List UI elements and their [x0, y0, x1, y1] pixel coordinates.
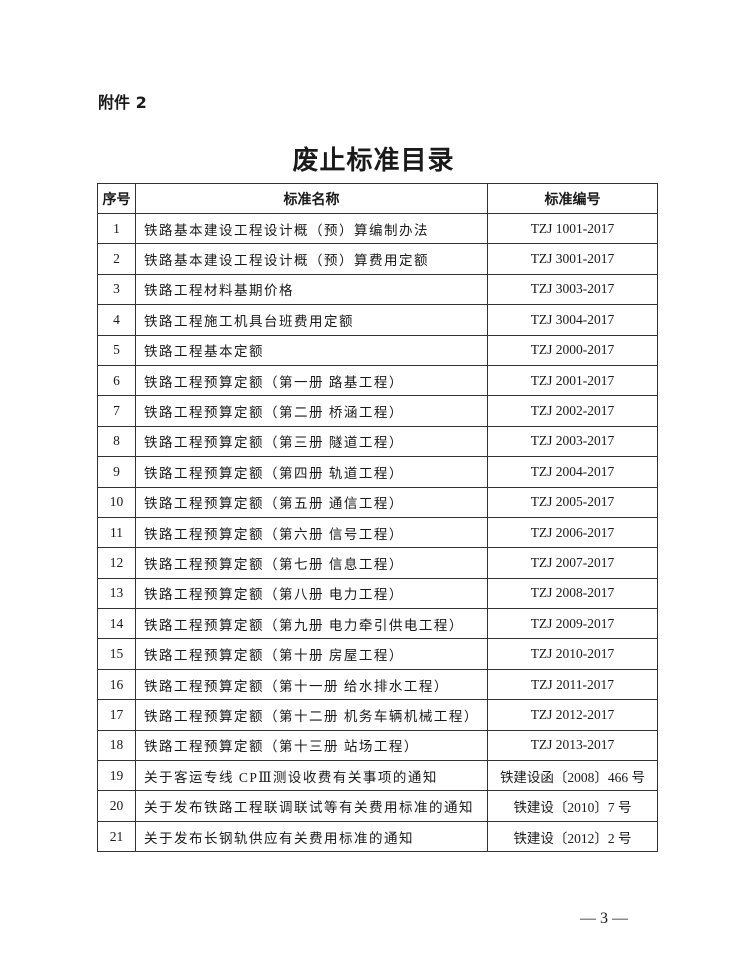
page-number: — 3 —: [580, 910, 628, 927]
row-index: 21: [97, 820, 136, 853]
row-index: 14: [97, 608, 136, 640]
standard-code: TZJ 3001-2017: [487, 243, 658, 275]
standard-name: 铁路工程预算定额（第十一册 给水排水工程）: [135, 668, 488, 701]
table-row: 6 铁路工程预算定额（第一册 路基工程） TZJ 2001-2017: [97, 364, 658, 397]
table-row: 10 铁路工程预算定额（第五册 通信工程） TZJ 2005-2017: [97, 486, 658, 518]
standard-name: 铁路工程基本定额: [135, 334, 488, 366]
standard-name: 铁路工程预算定额（第七册 信息工程）: [135, 547, 488, 579]
table-row: 20 关于发布铁路工程联调联试等有关费用标准的通知 铁建设〔2010〕7 号: [97, 790, 658, 822]
standard-name: 关于发布长钢轨供应有关费用标准的通知: [135, 820, 488, 853]
standard-code: TZJ 2004-2017: [487, 456, 658, 488]
standard-name: 铁路工程预算定额（第六册 信号工程）: [135, 516, 488, 549]
row-index: 8: [97, 425, 136, 458]
standard-code: TZJ 2005-2017: [487, 486, 658, 518]
standard-code: TZJ 2007-2017: [487, 547, 658, 579]
standard-code: TZJ 3003-2017: [487, 273, 658, 306]
row-index: 19: [97, 760, 136, 792]
table-row: 7 铁路工程预算定额（第二册 桥涵工程） TZJ 2002-2017: [97, 395, 658, 427]
document-title: 废止标准目录: [292, 146, 455, 175]
table-row: 14 铁路工程预算定额（第九册 电力牵引供电工程） TZJ 2009-2017: [97, 608, 658, 640]
standard-name: 铁路工程预算定额（第十册 房屋工程）: [135, 638, 488, 670]
row-index: 4: [97, 304, 136, 336]
standard-name: 铁路工程施工机具台班费用定额: [135, 304, 488, 336]
row-index: 9: [97, 456, 136, 488]
row-index: 3: [97, 273, 136, 306]
row-index: 7: [97, 395, 136, 427]
abolished-standards-table: 序号 标准名称 标准编号 1 铁路基本建设工程设计概（预）算编制办法 TZJ 100…: [97, 183, 658, 853]
row-index: 15: [97, 638, 136, 670]
row-index: 16: [97, 668, 136, 701]
standard-code: TZJ 2000-2017: [487, 334, 658, 366]
standard-name: 铁路基本建设工程设计概（预）算编制办法: [135, 212, 488, 245]
table-row: 3 铁路工程材料基期价格 TZJ 3003-2017: [97, 273, 658, 306]
standard-code: TZJ 2002-2017: [487, 395, 658, 427]
header-index: 序号: [97, 183, 136, 214]
standard-code: TZJ 2001-2017: [487, 364, 658, 397]
table-row: 21 关于发布长钢轨供应有关费用标准的通知 铁建设〔2012〕2 号: [97, 820, 658, 853]
table-row: 9 铁路工程预算定额（第四册 轨道工程） TZJ 2004-2017: [97, 456, 658, 488]
standard-name: 铁路基本建设工程设计概（预）算费用定额: [135, 243, 488, 275]
table-row: 15 铁路工程预算定额（第十册 房屋工程） TZJ 2010-2017: [97, 638, 658, 670]
standard-name: 铁路工程材料基期价格: [135, 273, 488, 306]
header-code: 标准编号: [487, 183, 658, 214]
row-index: 18: [97, 729, 136, 762]
standard-code: TZJ 2009-2017: [487, 608, 658, 640]
table-row: 11 铁路工程预算定额（第六册 信号工程） TZJ 2006-2017: [97, 516, 658, 549]
row-index: 1: [97, 212, 136, 245]
row-index: 13: [97, 577, 136, 610]
standard-name: 铁路工程预算定额（第五册 通信工程）: [135, 486, 488, 518]
standard-code: TZJ 1001-2017: [487, 212, 658, 245]
standard-code: TZJ 2010-2017: [487, 638, 658, 670]
standard-code: TZJ 2006-2017: [487, 516, 658, 549]
table-row: 17 铁路工程预算定额（第十二册 机务车辆机械工程） TZJ 2012-2017: [97, 699, 658, 731]
row-index: 2: [97, 243, 136, 275]
table-header-row: 序号 标准名称 标准编号: [97, 183, 658, 214]
header-name: 标准名称: [135, 183, 488, 214]
standard-name: 关于发布铁路工程联调联试等有关费用标准的通知: [135, 790, 488, 822]
table-row: 13 铁路工程预算定额（第八册 电力工程） TZJ 2008-2017: [97, 577, 658, 610]
row-index: 11: [97, 516, 136, 549]
standard-code: TZJ 3004-2017: [487, 304, 658, 336]
row-index: 20: [97, 790, 136, 822]
standard-name: 铁路工程预算定额（第八册 电力工程）: [135, 577, 488, 610]
standard-code: 铁建设〔2010〕7 号: [487, 790, 658, 822]
table-row: 8 铁路工程预算定额（第三册 隧道工程） TZJ 2003-2017: [97, 425, 658, 458]
table-row: 1 铁路基本建设工程设计概（预）算编制办法 TZJ 1001-2017: [97, 212, 658, 245]
row-index: 5: [97, 334, 136, 366]
table-row: 18 铁路工程预算定额（第十三册 站场工程） TZJ 2013-2017: [97, 729, 658, 762]
table-row: 5 铁路工程基本定额 TZJ 2000-2017: [97, 334, 658, 366]
table-row: 12 铁路工程预算定额（第七册 信息工程） TZJ 2007-2017: [97, 547, 658, 579]
standard-name: 铁路工程预算定额（第九册 电力牵引供电工程）: [135, 608, 488, 640]
standard-code: 铁建设函〔2008〕466 号: [487, 760, 658, 792]
standard-code: TZJ 2012-2017: [487, 699, 658, 731]
standard-code: TZJ 2011-2017: [487, 668, 658, 701]
standard-name: 铁路工程预算定额（第三册 隧道工程）: [135, 425, 488, 458]
table-row: 4 铁路工程施工机具台班费用定额 TZJ 3004-2017: [97, 304, 658, 336]
row-index: 10: [97, 486, 136, 518]
row-index: 6: [97, 364, 136, 397]
standard-name: 铁路工程预算定额（第四册 轨道工程）: [135, 456, 488, 488]
attachment-label: 附件 2: [98, 93, 147, 112]
row-index: 17: [97, 699, 136, 731]
standard-code: TZJ 2013-2017: [487, 729, 658, 762]
standard-name: 铁路工程预算定额（第一册 路基工程）: [135, 364, 488, 397]
row-index: 12: [97, 547, 136, 579]
standard-name: 铁路工程预算定额（第十二册 机务车辆机械工程）: [135, 699, 488, 731]
standard-name: 铁路工程预算定额（第十三册 站场工程）: [135, 729, 488, 762]
standard-name: 关于客运专线 CPⅢ测设收费有关事项的通知: [135, 760, 488, 792]
standard-code: TZJ 2003-2017: [487, 425, 658, 458]
table-row: 19 关于客运专线 CPⅢ测设收费有关事项的通知 铁建设函〔2008〕466 号: [97, 760, 658, 792]
standard-code: TZJ 2008-2017: [487, 577, 658, 610]
table-row: 2 铁路基本建设工程设计概（预）算费用定额 TZJ 3001-2017: [97, 243, 658, 275]
standard-code: 铁建设〔2012〕2 号: [487, 820, 658, 853]
standard-name: 铁路工程预算定额（第二册 桥涵工程）: [135, 395, 488, 427]
table-row: 16 铁路工程预算定额（第十一册 给水排水工程） TZJ 2011-2017: [97, 668, 658, 701]
